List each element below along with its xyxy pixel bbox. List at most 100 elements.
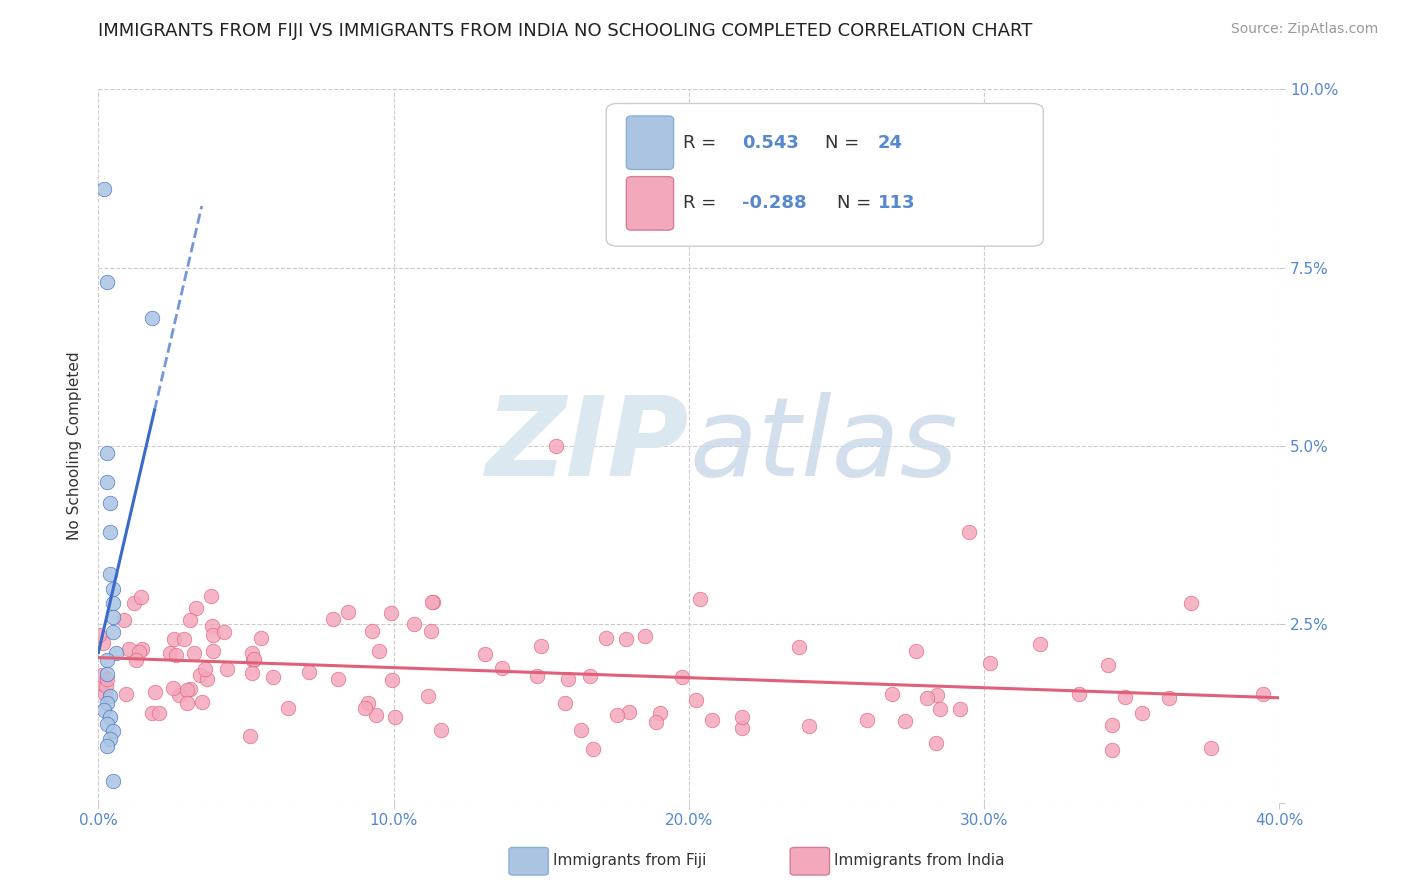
Text: N =: N = [837,194,876,212]
Point [336,605,359,619]
Point [650,706,672,721]
Point [474,647,496,661]
Point [634,629,657,643]
Point [357,696,380,710]
Point [689,592,711,607]
Text: -0.288: -0.288 [742,194,807,212]
Point [96,475,118,489]
Point [89,676,111,690]
Point [112,613,135,627]
Point [131,642,153,657]
Point [578,669,600,683]
Point [893,714,915,729]
Point [200,590,222,604]
Point [167,689,190,703]
Point [202,644,225,658]
Point [91,667,114,681]
Text: ZIP: ZIP [485,392,689,500]
Point [1130,706,1153,720]
Point [1199,741,1222,756]
Point [959,524,981,539]
Point [165,648,187,663]
Text: 24: 24 [877,134,903,152]
Point [188,668,211,682]
Point [979,656,1001,670]
Point [595,632,617,646]
Point [103,774,125,789]
Point [190,695,212,709]
Point [915,690,938,705]
FancyBboxPatch shape [626,177,673,230]
Point [242,653,264,667]
Point [93,703,115,717]
Text: Immigrants from Fiji: Immigrants from Fiji [553,854,706,868]
Point [98,496,121,510]
Point [298,665,321,680]
Point [491,661,513,675]
Point [183,646,205,660]
Point [98,524,121,539]
Point [179,614,201,628]
Point [546,439,568,453]
Point [89,628,111,642]
Point [420,595,443,609]
Point [569,723,592,738]
Point [105,646,128,660]
Point [380,606,402,620]
Point [925,688,948,702]
Point [671,670,693,684]
Text: Immigrants from India: Immigrants from India [834,854,1004,868]
Point [143,684,166,698]
Point [700,713,723,727]
Point [422,595,444,609]
Text: N =: N = [825,134,865,152]
Point [418,689,440,703]
Point [322,612,344,626]
Text: IMMIGRANTS FROM FIJI VS IMMIGRANTS FROM INDIA NO SCHOOLING COMPLETED CORRELATION: IMMIGRANTS FROM FIJI VS IMMIGRANTS FROM … [98,22,1033,40]
Point [1101,743,1123,757]
Point [1251,687,1274,701]
Point [184,601,207,615]
Point [194,662,217,676]
Y-axis label: No Schooling Completed: No Schooling Completed [67,351,83,541]
Point [162,681,184,695]
Point [430,723,453,737]
Point [328,672,350,686]
Point [96,275,118,289]
Point [129,590,152,604]
Point [118,641,141,656]
Point [277,701,299,715]
Point [96,446,118,460]
Point [929,702,952,716]
Point [614,632,637,646]
Point [262,670,284,684]
Point [353,701,375,715]
Point [163,632,186,646]
Point [1029,637,1052,651]
Point [1067,687,1090,701]
Point [201,619,224,633]
Point [420,624,443,638]
Point [797,719,820,733]
Point [148,706,170,720]
Text: R =: R = [683,134,723,152]
Point [125,652,148,666]
Point [360,624,382,638]
Point [582,741,605,756]
Point [98,731,121,746]
Point [1180,596,1202,610]
Point [554,696,576,710]
Point [103,610,125,624]
Point [103,582,125,596]
Point [645,714,668,729]
Point [855,713,877,727]
FancyBboxPatch shape [626,116,673,169]
Point [115,687,138,701]
Point [381,673,404,687]
Point [103,596,125,610]
Point [96,653,118,667]
Text: atlas: atlas [689,392,957,500]
Point [103,624,125,639]
Point [217,662,239,676]
Point [179,681,201,696]
